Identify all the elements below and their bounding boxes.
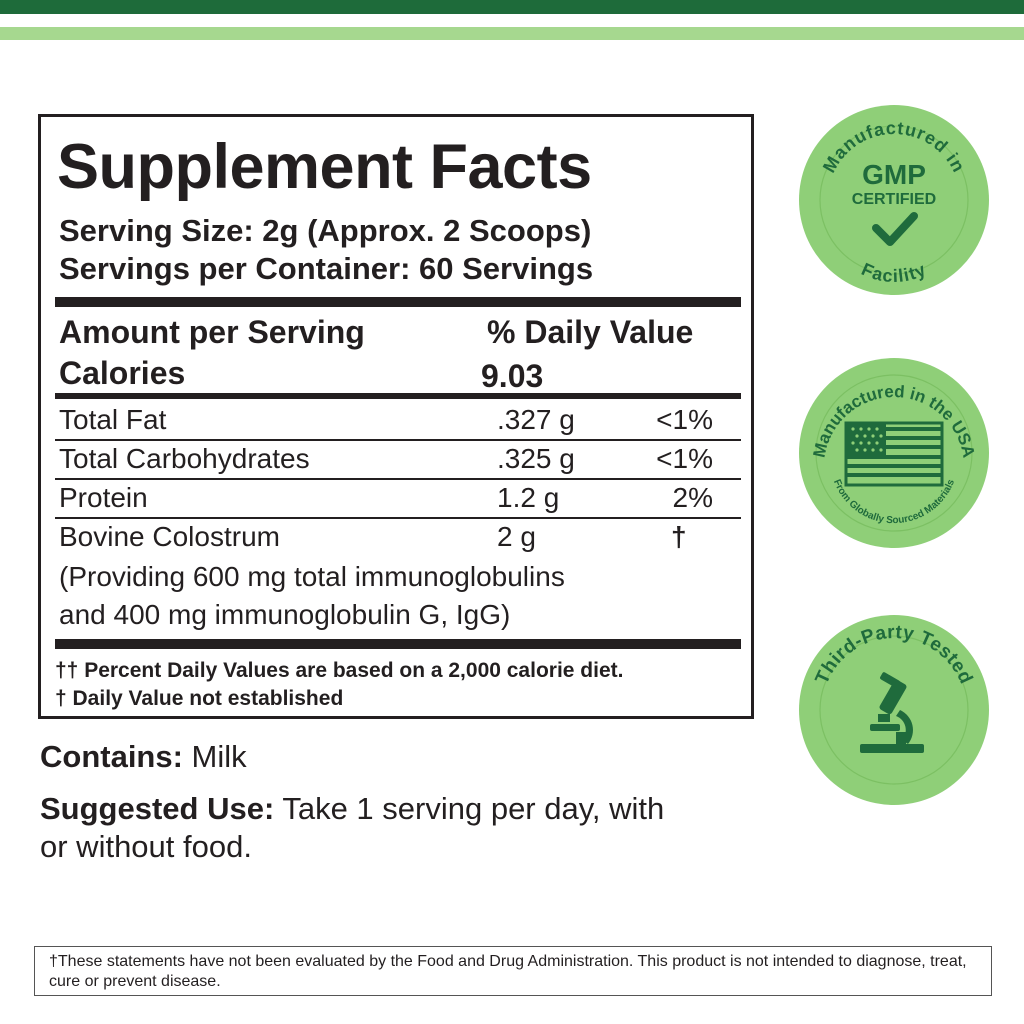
checkmark-icon: [872, 212, 918, 246]
contains-line: Contains: Milk: [40, 738, 247, 776]
supplement-facts-panel: Supplement Facts Serving Size: 2g (Appro…: [38, 114, 754, 719]
calories-label: Calories: [59, 355, 186, 391]
nutrient-daily-value: 2%: [672, 482, 713, 513]
colostrum-detail-line-2: and 400 mg immunoglobulin G, IgG): [59, 599, 511, 630]
facts-title: Supplement Facts: [57, 132, 592, 202]
nutrient-amount: .327 g: [497, 404, 575, 435]
top-dark-stripe: [0, 0, 1024, 14]
calories-value: 9.03: [481, 358, 544, 394]
nutrient-name: Protein: [59, 482, 148, 513]
nutrient-daily-value: <1%: [656, 404, 713, 435]
contains-label: Contains:: [40, 739, 183, 774]
suggested-use-text: Take 1 serving per day, with or without …: [40, 791, 665, 864]
daily-value-header: % Daily Value: [487, 314, 694, 350]
suggested-use-label: Suggested Use:: [40, 791, 275, 826]
nutrient-name: Total Carbohydrates: [59, 443, 310, 474]
made-in-usa-badge: Manufactured in the USA From Globally So…: [798, 357, 990, 549]
rule-thick-bottom: [55, 639, 741, 649]
serving-size: Serving Size: 2g (Approx. 2 Scoops): [59, 213, 592, 248]
row-divider: [55, 478, 741, 480]
row-divider: [55, 439, 741, 441]
colostrum-detail-line-1: (Providing 600 mg total immunoglobulins: [59, 561, 565, 592]
nutrient-name: Total Fat: [59, 404, 167, 435]
nutrient-amount: 2 g: [497, 521, 536, 552]
gmp-line-2: CERTIFIED: [852, 191, 936, 208]
nutrient-name: Bovine Colostrum: [59, 521, 280, 552]
rule-thick-top: [55, 297, 741, 307]
nutrient-amount: .325 g: [497, 443, 575, 474]
rule-mid: [55, 393, 741, 399]
gmp-line-1: GMP: [862, 159, 926, 190]
nutrient-daily-value: <1%: [656, 443, 713, 474]
suggested-use: Suggested Use: Take 1 serving per day, w…: [40, 790, 680, 866]
us-flag-icon: [844, 421, 944, 487]
third-party-tested-badge: Third-Party Tested: [798, 614, 990, 806]
footnote-dv-not-established: † Daily Value not established: [55, 687, 344, 710]
row-divider: [55, 517, 741, 519]
microscope-icon: [860, 672, 924, 753]
dagger-mark: †: [671, 521, 687, 552]
contains-text: Milk: [182, 739, 247, 774]
nutrient-amount: 1.2 g: [497, 482, 560, 513]
top-light-stripe: [0, 27, 1024, 40]
footnote-percent-daily-values: †† Percent Daily Values are based on a 2…: [55, 659, 624, 682]
amount-per-serving-header: Amount per Serving: [59, 314, 365, 350]
gmp-certified-badge: Manufactured in Facility GMP CERTIFIED: [798, 104, 990, 296]
fda-disclaimer: †These statements have not been evaluate…: [34, 946, 992, 996]
servings-per-container: Servings per Container: 60 Servings: [59, 251, 594, 286]
